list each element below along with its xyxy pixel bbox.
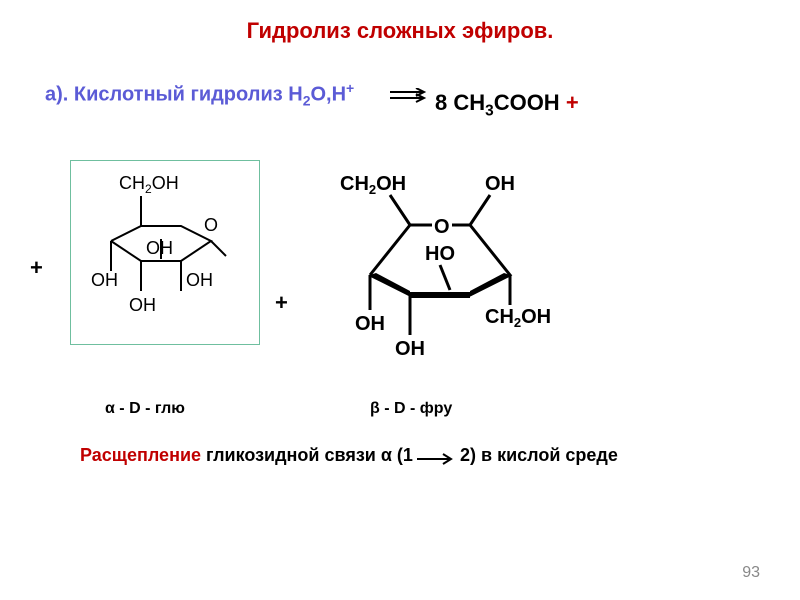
caption: Расщепление гликозидной связи α (1 [80,445,413,466]
product-sub: 3 [485,102,494,119]
reaction-arrow-icon [390,88,430,104]
page-title: Гидролиз сложных эфиров. [0,18,800,44]
glucose-oh2: OH [186,270,213,290]
glucose-alpha: α [105,400,115,417]
product-prefix: 8 CH [435,90,485,115]
caption-word2: гликозидной связи α (1 [201,445,413,465]
fructose-label: β - D - фру [370,400,452,418]
fructose-structure: O CH2OH OH HO CH2OH OH OH [310,165,565,380]
product-text: 8 CH3COOH + [435,90,579,120]
glucose-ring-o: O [204,215,218,235]
caption-tail: 2) в кислой среде [460,445,618,466]
reaction-conditions: а). Кислотный гидролиз H2O,H+ [45,80,354,109]
glucose-oh3: OH [129,295,156,315]
page-number: 93 [742,564,760,582]
title-text: Гидролиз сложных эфиров. [247,18,554,43]
fructose-ch2oh-1: CH2OH [340,173,406,197]
fructose-beta: β [370,400,380,417]
glucose-oh-inner: OH [146,238,173,258]
bond-arrow-icon [417,452,457,466]
subtitle-prefix: а). Кислотный гидролиз H [45,84,303,106]
caption-word1: Расщепление [80,445,201,465]
product-plus: + [566,90,579,115]
fructose-svg: O CH2OH OH HO CH2OH OH OH [310,165,565,380]
glucose-structure: O CH2OH OH OH OH OH [70,160,260,345]
fructose-oh-bl: OH [355,313,385,335]
fructose-ring-o: O [434,216,450,238]
fructose-label-tail: - D - фру [380,400,452,417]
glucose-ch2oh: CH2OH [119,173,179,196]
subtitle-mid: O,H [310,84,346,106]
glucose-label-tail: - D - глю [115,400,185,417]
fructose-oh-b: OH [395,338,425,360]
glucose-svg: O CH2OH OH OH OH OH [71,161,261,346]
glucose-label: α - D - глю [105,400,185,418]
plus-operator-left: + [30,255,43,281]
fructose-ch2oh-2: CH2OH [485,306,551,330]
product-mid: COOH [494,90,566,115]
glucose-oh4: OH [91,270,118,290]
fructose-ho: HO [425,243,455,265]
subtitle-sup: + [346,80,354,96]
plus-operator-middle: + [275,290,288,316]
fructose-oh-top: OH [485,173,515,195]
